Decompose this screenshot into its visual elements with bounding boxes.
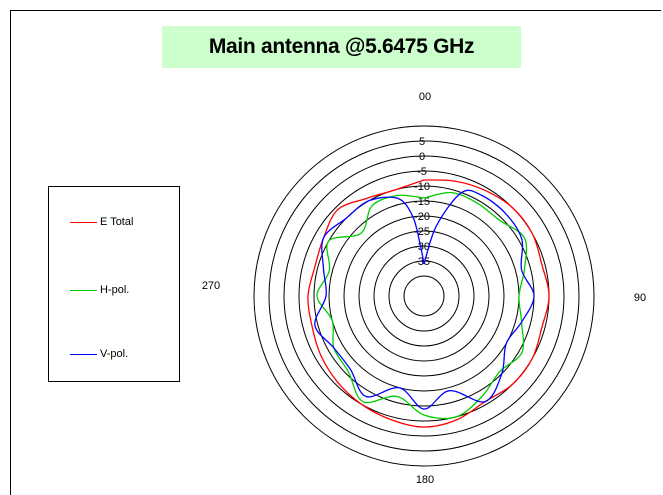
radial-tick-label: -10 (414, 181, 430, 193)
radial-tick-label: 0 (419, 151, 425, 163)
radial-tick-label: -20 (414, 211, 430, 223)
legend-label-v-pol: V-pol. (100, 348, 129, 360)
legend: E Total H-pol. V-pol. (48, 186, 180, 382)
polar-ring (388, 260, 460, 332)
series-line-v-pol (314, 189, 535, 410)
chart-title-text: Main antenna @5.6475 GHz (208, 35, 475, 58)
radial-tick-label: 5 (419, 136, 425, 148)
radial-tick-labels: 50-5-10-15-20-25-30-35 (414, 136, 430, 268)
polar-ring (283, 155, 565, 437)
legend-swatch-h-pol (70, 289, 97, 291)
legend-swatch-e-total (70, 221, 97, 223)
radial-tick-label: -35 (414, 256, 430, 268)
radial-tick-label: -15 (414, 196, 430, 208)
series-lines (307, 179, 550, 428)
angle-label-left: 270 (202, 280, 220, 292)
polar-ring (373, 245, 475, 347)
polar-ring (343, 215, 505, 377)
radial-tick-label: -5 (417, 166, 427, 178)
legend-item-e-total: E Total (70, 215, 133, 229)
polar-ring (268, 140, 580, 452)
series-line-h-pol (316, 191, 528, 420)
legend-item-h-pol: H-pol. (70, 283, 129, 297)
legend-item-v-pol: V-pol. (70, 347, 128, 361)
legend-swatch-v-pol (70, 353, 97, 355)
polar-ring (253, 125, 595, 467)
legend-label-e-total: E Total (100, 216, 134, 228)
chart-frame (10, 10, 661, 495)
chart-title: Main antenna @5.6475 GHz (162, 26, 521, 68)
radial-tick-label: -30 (414, 241, 430, 253)
legend-label-h-pol: H-pol. (100, 284, 130, 296)
angle-label-bottom: 180 (416, 474, 434, 486)
polar-ring (403, 275, 445, 317)
polar-ring (298, 170, 550, 422)
polar-ring (358, 230, 490, 362)
angle-label-right: 90 (634, 292, 646, 304)
angle-label-top: 00 (419, 91, 431, 103)
